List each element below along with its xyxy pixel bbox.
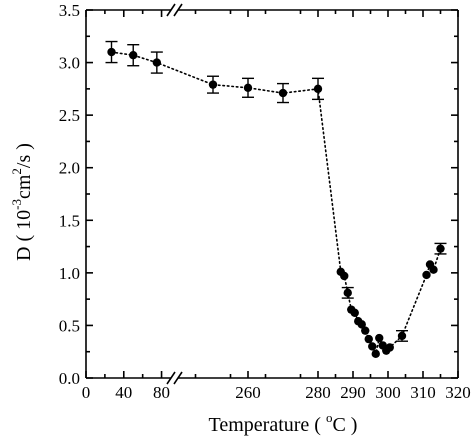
x-tick-label: 40 bbox=[115, 383, 132, 402]
y-tick-label: 3.5 bbox=[59, 1, 80, 20]
data-point bbox=[243, 83, 253, 93]
y-tick-label: 0.0 bbox=[59, 369, 80, 388]
data-point-layer bbox=[107, 47, 445, 359]
data-point bbox=[436, 244, 445, 253]
axis-break-mark bbox=[173, 3, 183, 17]
series-line bbox=[110, 51, 442, 357]
data-point bbox=[350, 308, 359, 318]
data-point bbox=[361, 326, 370, 335]
error-bar-layer bbox=[105, 40, 447, 342]
data-point bbox=[371, 349, 380, 359]
x-tick-label: 280 bbox=[305, 383, 331, 402]
data-point bbox=[343, 288, 352, 298]
data-point bbox=[397, 331, 407, 341]
series-line-layer bbox=[110, 51, 442, 357]
data-point bbox=[429, 265, 438, 274]
tick-label-layer: 0.0 0.5 1.0 1.5 2.0 2.5 3.0 3.5 0 40 80 260 280 290 30… bbox=[59, 1, 471, 402]
data-point bbox=[357, 320, 366, 329]
y-axis-label-exp2: 2 bbox=[9, 168, 24, 175]
y-axis-label-exp1: -3 bbox=[9, 199, 24, 210]
data-point bbox=[278, 88, 288, 98]
data-point bbox=[385, 343, 394, 352]
data-point bbox=[208, 80, 218, 89]
data-point bbox=[422, 270, 431, 280]
data-point bbox=[313, 84, 323, 94]
x-tick-label: 320 bbox=[445, 383, 471, 402]
y-tick-label: 2.0 bbox=[59, 159, 80, 178]
y-axis-label-end: /s ) bbox=[13, 143, 35, 168]
x-axis-label: Temperature ( oC ) bbox=[209, 410, 358, 436]
plot-frame-layer bbox=[85, 3, 459, 385]
data-point bbox=[129, 51, 138, 60]
y-tick-label: 3.0 bbox=[59, 54, 80, 73]
x-axis-label-unit: C ) bbox=[332, 414, 357, 436]
x-tick-label: 0 bbox=[82, 383, 91, 402]
y-tick-label: 1.5 bbox=[59, 211, 80, 230]
data-point bbox=[340, 271, 349, 281]
x-tick-label: 290 bbox=[340, 383, 366, 402]
y-axis-label-cm: cm bbox=[13, 174, 35, 199]
y-tick-label: 1.0 bbox=[59, 264, 80, 283]
y-tick-label: 0.5 bbox=[59, 316, 80, 335]
y-tick-label: 2.5 bbox=[59, 106, 80, 125]
axis-break-mark bbox=[166, 3, 176, 17]
data-point bbox=[152, 58, 162, 67]
tick-layer bbox=[85, 9, 459, 379]
x-tick-label: 80 bbox=[153, 383, 170, 402]
x-tick-label: 260 bbox=[235, 383, 261, 402]
data-point bbox=[364, 334, 373, 344]
axis-break-mark bbox=[166, 371, 176, 385]
axis-break-mark bbox=[173, 371, 183, 385]
x-axis-label-degree: o bbox=[326, 410, 333, 425]
data-point bbox=[368, 342, 377, 351]
x-tick-label: 300 bbox=[375, 383, 401, 402]
y-axis-label: D ( 10-3cm2/s ) bbox=[9, 143, 35, 261]
data-point bbox=[375, 333, 384, 343]
data-point bbox=[107, 47, 116, 57]
x-tick-label: 310 bbox=[410, 383, 436, 402]
